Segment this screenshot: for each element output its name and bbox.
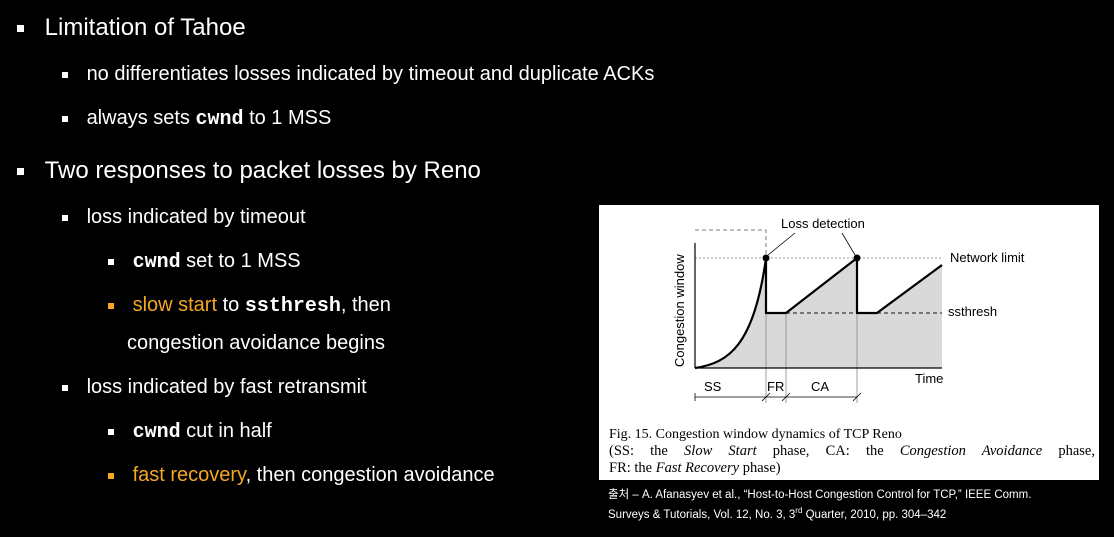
network-limit-label: Network limit	[950, 250, 1025, 265]
caption-text: phase,	[1042, 443, 1095, 459]
source-text: Surveys & Tutorials, Vol. 12, No. 3, 3	[608, 508, 796, 521]
caption-text: FR: the	[609, 460, 656, 476]
bullet-square-icon	[108, 472, 114, 479]
cwnd-code: cwnd	[132, 421, 181, 444]
loss-leader-2	[841, 232, 856, 256]
fast-recovery-highlight: fast recovery	[132, 464, 246, 486]
loss-point-2	[853, 254, 861, 262]
source-line1: 출처 – A. Afanasyev et al., “Host-to-Host …	[608, 489, 1032, 501]
bullet-square-icon	[62, 115, 68, 122]
caption-italic: Fast Recovery	[655, 460, 740, 476]
loss-point-1	[762, 254, 770, 262]
slow-start-mid: to	[217, 294, 245, 316]
timeout-cwnd-post: set to 1 MSS	[180, 250, 301, 272]
bullet-square-icon	[108, 258, 114, 265]
reno-heading: Two responses to packet losses by Reno	[44, 157, 481, 184]
x-axis-label: Time	[915, 371, 943, 386]
bullet-square-icon	[62, 71, 68, 78]
bullet-square-icon	[17, 25, 24, 33]
source-line2: Surveys & Tutorials, Vol. 12, No. 3, 3rd…	[608, 503, 1108, 523]
figure-caption: Fig. 15. Congestion window dynamics of T…	[609, 426, 1095, 477]
cwnd-code: cwnd	[195, 108, 244, 131]
caption-line3: FR: the Fast Recovery phase)	[609, 460, 1095, 477]
slow-start-post: , then	[340, 294, 391, 316]
bullet-square-icon	[62, 384, 68, 391]
bullet-cut-half: cwnd cut in half	[108, 421, 272, 443]
ssthresh-code: ssthresh	[244, 295, 341, 318]
caption-text: phase)	[739, 460, 781, 476]
caption-text: phase, CA: the	[756, 443, 900, 459]
tahoe-point2-post: to 1 MSS	[243, 107, 332, 129]
slow-start-highlight: slow start	[132, 294, 218, 316]
cut-half-post: cut in half	[180, 420, 272, 442]
caption-line1: Fig. 15. Congestion window dynamics of T…	[609, 427, 902, 442]
cwnd-code: cwnd	[132, 251, 181, 274]
tahoe-point2-pre: always sets	[86, 107, 196, 129]
bullet-square-icon	[108, 302, 114, 309]
bullet-square-icon	[108, 428, 114, 435]
source-citation: 출처 – A. Afanasyev et al., “Host-to-Host …	[608, 487, 1108, 523]
phase-ca-label: CA	[811, 379, 829, 394]
bullet-tahoe-point1: no differentiates losses indicated by ti…	[62, 64, 654, 84]
phase-tick-marks	[694, 392, 862, 402]
ssthresh-label: ssthresh	[948, 304, 997, 319]
slow-start-line2: congestion avoidance begins	[127, 332, 385, 354]
bullet-timeout-cwnd: cwnd set to 1 MSS	[108, 251, 301, 273]
loss-leader-1	[767, 232, 796, 256]
bullet-timeout: loss indicated by timeout	[62, 207, 306, 227]
caption-text: (SS: the	[609, 443, 685, 459]
bullet-tahoe: Limitation of Tahoe	[17, 16, 246, 40]
y-axis-label: Congestion window	[672, 254, 687, 367]
bullet-reno: Two responses to packet losses by Reno	[17, 159, 481, 183]
bullet-fast-retransmit: loss indicated by fast retransmit	[62, 377, 367, 397]
phase-ss-label: SS	[704, 379, 722, 394]
dashed-previous-window	[695, 229, 767, 258]
reno-cwnd-figure: Loss detection Network limit ssthresh Co…	[599, 205, 1099, 480]
tahoe-heading: Limitation of Tahoe	[44, 14, 246, 41]
bullet-tahoe-point2: always sets cwnd to 1 MSS	[62, 108, 331, 130]
cwnd-curve	[694, 256, 943, 370]
timeout-heading: loss indicated by timeout	[86, 206, 306, 228]
fast-retransmit-heading: loss indicated by fast retransmit	[86, 376, 367, 398]
source-sup: rd	[795, 506, 803, 515]
cwnd-shaded-area	[695, 258, 942, 368]
caption-italic: Slow Start	[684, 443, 757, 459]
caption-line2: (SS: the Slow Start phase, CA: the Conge…	[609, 443, 1095, 460]
tahoe-point1-text: no differentiates losses indicated by ti…	[86, 63, 655, 85]
bullet-fast-recovery: fast recovery, then congestion avoidance	[108, 465, 495, 485]
bullet-square-icon	[62, 214, 68, 221]
caption-italic: Congestion Avoidance	[899, 443, 1043, 459]
bullet-square-icon	[17, 168, 24, 176]
fast-recovery-post: , then congestion avoidance	[245, 464, 495, 486]
bullet-slow-start: slow start to ssthresh, then	[108, 295, 391, 317]
source-text: Quarter, 2010, pp. 304–342	[802, 508, 947, 521]
cwnd-diagram: Loss detection Network limit ssthresh Co…	[672, 216, 1025, 403]
phase-fr-label: FR	[767, 379, 784, 394]
loss-detection-label: Loss detection	[781, 216, 865, 231]
